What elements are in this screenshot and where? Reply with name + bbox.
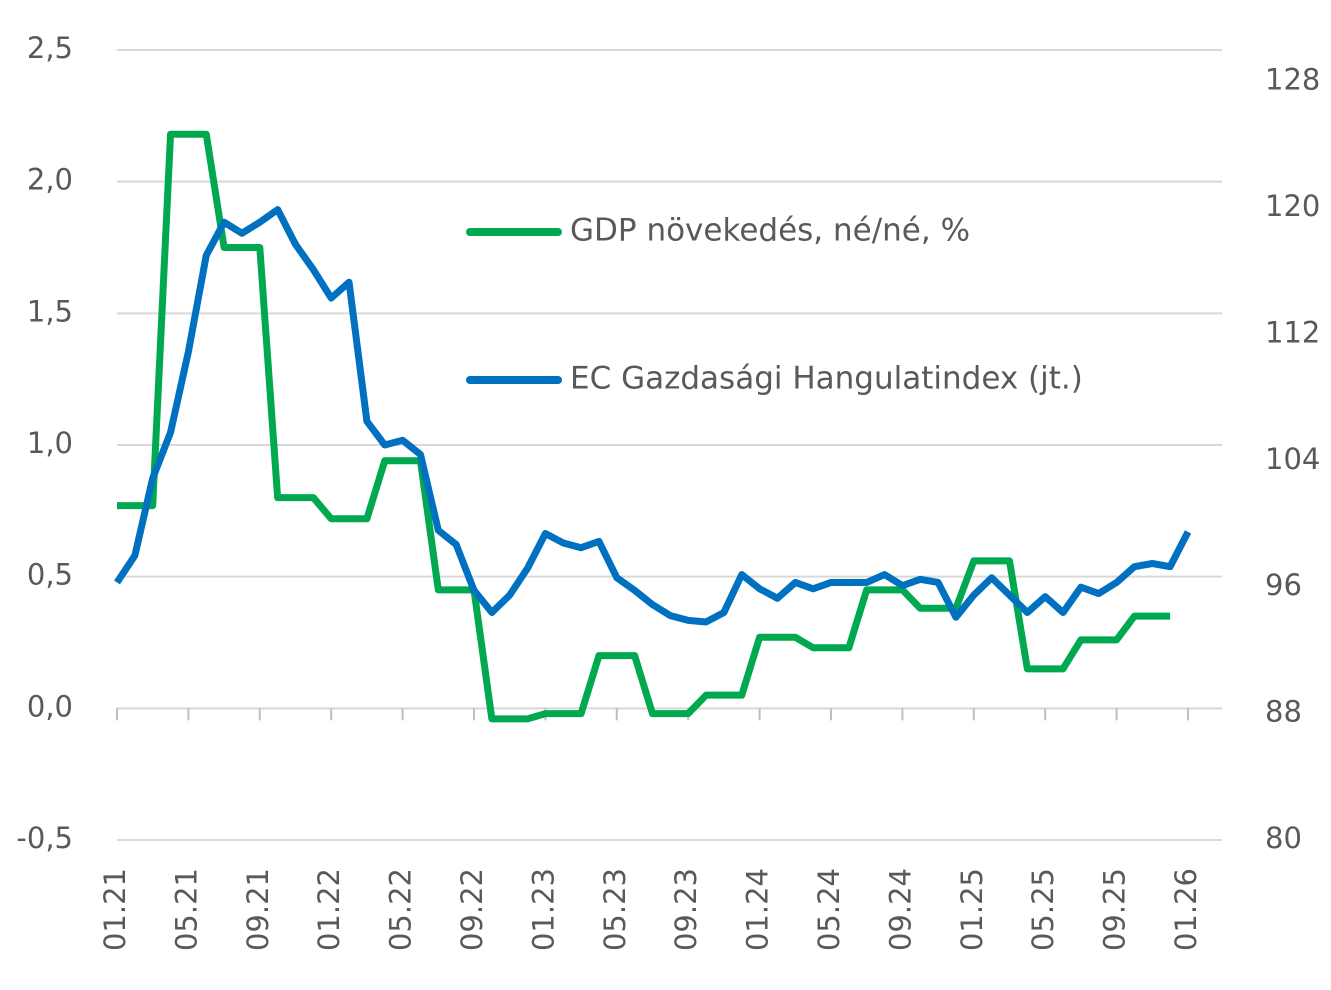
x-tick-label: 09.25 [1098,868,1132,951]
y2-tick-label: 80 [1265,821,1302,855]
y2-tick-label: 128 [1265,63,1320,97]
x-tick-label: 01.22 [312,868,346,951]
y-tick-label: 2,5 [27,31,73,65]
y-tick-label: 2,0 [27,163,73,197]
x-tick-label: 05.21 [169,868,203,951]
x-tick-label: 05.24 [812,868,846,951]
x-tick-label: 05.25 [1026,868,1060,951]
x-tick-label: 01.24 [741,868,775,951]
x-tick-label: 05.23 [598,868,632,951]
y2-tick-label: 104 [1265,442,1320,476]
legend-label: EC Gazdasági Hangulatindex (jt.) [570,361,1083,397]
x-tick-label: 09.24 [883,868,917,951]
x-tick-label: 09.21 [241,868,275,951]
y2-tick-label: 112 [1265,315,1320,349]
x-tick-label: 01.25 [955,868,989,951]
x-tick-label: 01.21 [98,868,132,951]
y2-tick-label: 120 [1265,189,1320,223]
y-tick-label: 1,5 [27,294,73,328]
x-tick-label: 09.23 [669,868,703,951]
x-tick-label: 01.26 [1169,868,1203,951]
x-tick-label: 09.22 [455,868,489,951]
y2-tick-label: 88 [1265,695,1302,729]
y-tick-label: 0,0 [27,689,73,723]
y-tick-label: -0,5 [16,821,73,855]
y2-tick-label: 96 [1265,568,1302,602]
legend-label: GDP növekedés, né/né, % [570,213,970,249]
y-tick-label: 0,5 [27,558,73,592]
y-tick-label: 1,0 [27,426,73,460]
series-line [114,206,1192,626]
x-tick-label: 01.23 [526,868,560,951]
x-tick-label: 05.22 [384,868,418,951]
series-line [117,130,1171,723]
